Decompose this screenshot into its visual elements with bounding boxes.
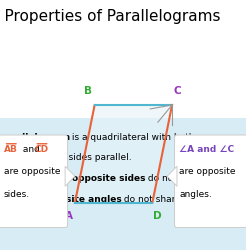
Text: opposite sides: opposite sides	[72, 174, 146, 183]
Text: D: D	[153, 211, 162, 221]
Text: do not share a: do not share a	[121, 195, 189, 204]
Polygon shape	[167, 166, 177, 186]
Text: de.: de.	[0, 216, 4, 224]
Text: do not sha: do not sha	[145, 174, 195, 183]
Text: opposite angles: opposite angles	[41, 195, 122, 204]
Text: 2 Properties of Parallelograms: 2 Properties of Parallelograms	[0, 9, 221, 24]
Text: C: C	[173, 86, 181, 96]
Polygon shape	[65, 166, 75, 186]
Text: sides.: sides.	[4, 190, 30, 199]
Text: are opposite: are opposite	[180, 168, 236, 176]
Text: In a quadrilateral,: In a quadrilateral,	[0, 174, 74, 183]
Text: AB: AB	[4, 145, 18, 154]
Text: and: and	[20, 145, 42, 154]
Text: A: A	[65, 211, 73, 221]
Text: pairs of opposite sides parallel.: pairs of opposite sides parallel.	[0, 153, 132, 162]
Text: parallelogram: parallelogram	[0, 132, 70, 141]
Bar	[0, 118, 246, 250]
Text: are opposite: are opposite	[4, 168, 60, 176]
Text: CD: CD	[34, 145, 48, 154]
FancyBboxPatch shape	[174, 135, 248, 228]
Text: is a quadrilateral with both: is a quadrilateral with both	[69, 132, 194, 141]
Text: vertex and: vertex and	[0, 195, 42, 204]
Text: B: B	[84, 86, 92, 96]
FancyBboxPatch shape	[0, 135, 68, 228]
Polygon shape	[75, 105, 172, 202]
Bar	[0, 0, 246, 118]
Text: ∠A and ∠C: ∠A and ∠C	[180, 145, 234, 154]
Text: angles.: angles.	[180, 190, 212, 199]
